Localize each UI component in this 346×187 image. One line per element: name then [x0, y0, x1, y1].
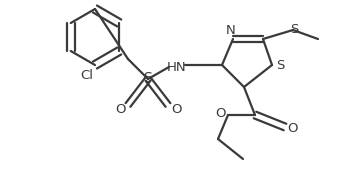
Text: O: O: [216, 107, 226, 119]
Text: N: N: [226, 24, 236, 36]
Text: S: S: [290, 22, 298, 36]
Text: S: S: [144, 71, 152, 85]
Text: O: O: [171, 102, 181, 116]
Text: HN: HN: [167, 61, 187, 73]
Text: O: O: [287, 122, 297, 136]
Text: O: O: [115, 102, 125, 116]
Text: Cl: Cl: [81, 68, 93, 82]
Text: S: S: [276, 59, 284, 71]
